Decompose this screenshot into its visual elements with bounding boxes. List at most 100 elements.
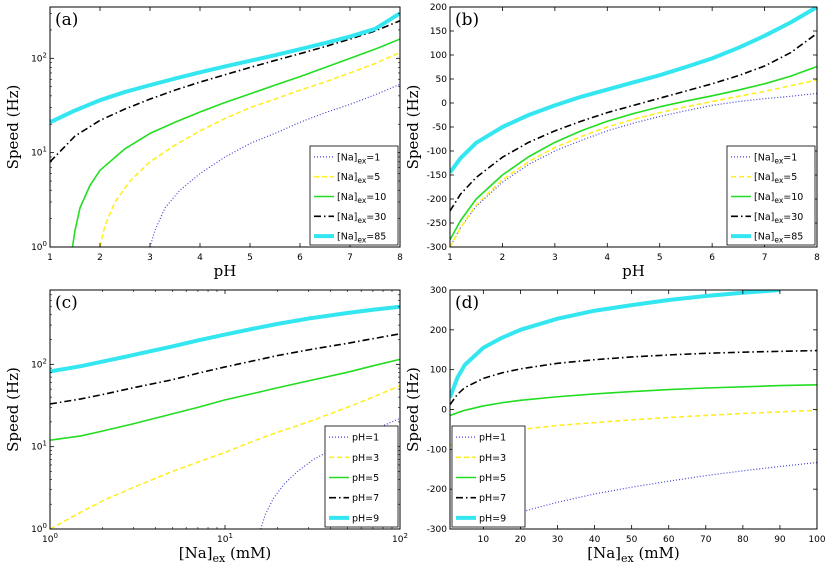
x-tick-label: 3 [147,253,153,263]
legend-entry: [Na]ex=30 [754,212,803,225]
series-line-ph-5 [450,384,817,417]
x-tick-label: 100 [42,532,58,545]
legend: [Na]ex=1 [Na]ex=5 [Na]ex=10 [Na]ex=30 [Na]ex… [309,145,399,246]
legend-entry: [Na]ex=85 [754,232,803,245]
legend-entry: pH=1 [352,433,379,444]
y-tick-label: 100 [430,366,447,376]
series-line--na-ex-10 [450,65,817,241]
legend-entry: pH=5 [479,473,506,484]
panel-b: 1 2 3 4 5 6 7 8 -300 -250 -200 -150 -100 -50 0 50 100 150… [404,3,820,280]
y-tick-label: 101 [31,440,47,453]
panel-c: 100 101 102 100 101 102 (c) [Na]ex (mM) Speed (H… [4,289,408,565]
series-line-ph-9 [450,290,781,399]
x-tick-label: 101 [217,532,233,545]
legend-entry: pH=9 [352,513,379,524]
panel-label: (b) [455,10,479,30]
legend: pH=1 pH=3 pH=5 pH=7 pH=9 [324,425,399,528]
legend-entry: pH=9 [479,513,506,524]
legend-box [309,145,399,246]
y-axis-label: Speed (Hz) [404,85,422,170]
panel-label: (c) [55,293,78,313]
y-tick-label: -100 [427,147,448,157]
x-tick-label: 4 [604,253,610,263]
panel-d: 10 20 30 40 50 60 70 80 90 100 -300 -200 -100 0 100 200… [404,286,826,565]
x-tick-label: 4 [197,253,203,263]
series-line--na-ex-1 [149,83,400,247]
series-line--na-ex-30 [50,20,400,163]
y-tick-label: 0 [441,406,447,416]
y-tick-label: 102 [31,357,47,370]
series-line-ph-1 [260,417,400,529]
series-line-ph-1 [520,461,817,513]
y-tick-label: -200 [427,195,448,205]
series-line--na-ex-5 [99,51,400,247]
series-group [50,304,400,529]
x-tick-label: 80 [737,535,749,545]
y-tick-label: -50 [432,123,447,133]
x-tick-label: 5 [247,253,253,263]
legend-entry: pH=3 [352,453,379,464]
series-line-ph-3 [50,384,400,529]
legend-entry: [Na]ex=30 [337,212,386,225]
series-line--na-ex-10 [71,38,400,247]
x-tick-label: 2 [97,253,103,263]
legend-box [324,425,399,528]
x-tick-label: 10 [478,535,490,545]
legend-entry: [Na]ex=5 [754,172,797,185]
y-tick-label: 100 [31,240,47,253]
y-axis-label: Speed (Hz) [4,367,22,452]
x-tick-label: 90 [774,535,786,545]
y-axis-label: Speed (Hz) [404,367,422,452]
y-axis-label: Speed (Hz) [4,85,22,170]
legend-entry: [Na]ex=5 [337,172,380,185]
x-tick-label: 2 [500,253,506,263]
legend-entry: pH=5 [352,473,379,484]
series-line--na-ex-5 [450,79,817,247]
x-tick-label: 40 [589,535,601,545]
legend-entry: pH=7 [352,493,379,504]
legend-entry: pH=7 [479,493,506,504]
legend-entry: [Na]ex=10 [337,192,386,205]
x-axis-label: pH [622,262,645,280]
y-tick-label: -300 [427,243,448,253]
x-tick-label: 6 [709,253,715,263]
series-group [450,7,817,247]
series-line--na-ex-30 [450,32,817,212]
series-line-ph-5 [50,358,400,441]
panel-a: 1 2 3 4 5 6 7 8 100 101 102 (a) pH Speed (Hz) [Na]ex=1… [4,6,403,280]
y-tick-label: -250 [427,219,448,229]
y-tick-label: 300 [430,286,447,296]
legend-entry: [Na]ex=10 [754,192,803,205]
series-line--na-ex-85 [450,7,817,174]
x-tick-label: 70 [700,535,712,545]
x-tick-label: 3 [552,253,558,263]
x-tick-label: 7 [762,253,768,263]
legend-entry: [Na]ex=85 [337,232,386,245]
y-tick-label: 102 [31,51,47,64]
x-tick-label: 8 [814,253,820,263]
x-tick-label: 50 [626,535,638,545]
x-tick-label: 6 [297,253,303,263]
panel-label: (a) [55,10,78,30]
y-tick-label: 200 [430,3,447,13]
legend-entry: [Na]ex=1 [754,152,797,165]
series-line--na-ex-85 [50,11,400,125]
y-tick-label: 100 [430,51,447,61]
series-line-ph-7 [450,349,817,406]
legend-entry: [Na]ex=1 [337,152,380,165]
y-tick-label: -100 [427,445,448,455]
legend: pH=1 pH=3 pH=5 pH=7 pH=9 [451,425,526,528]
x-tick-label: 7 [347,253,353,263]
panel-label: (d) [455,293,479,313]
x-tick-label: 5 [657,253,663,263]
y-tick-label: 101 [31,146,47,159]
y-tick-label: 200 [430,326,447,336]
axes-frame [49,6,401,248]
y-tick-label: -300 [427,525,448,535]
legend: [Na]ex=1 [Na]ex=5 [Na]ex=10 [Na]ex=30 [Na]ex… [726,145,816,246]
x-axis-label: [Na]ex (mM) [587,544,680,565]
series-line-ph-9 [50,304,400,374]
x-tick-label: 60 [663,535,675,545]
x-tick-label: 20 [515,535,527,545]
